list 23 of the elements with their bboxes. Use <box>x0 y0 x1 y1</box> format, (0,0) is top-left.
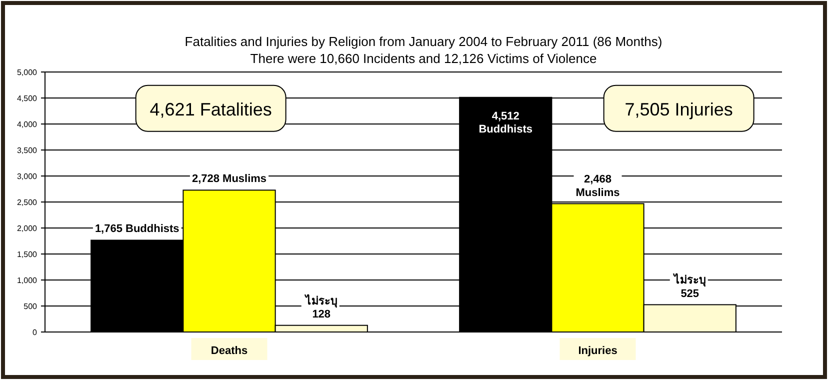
data-label: ไม่ระบุ 128 <box>303 293 338 321</box>
data-label: ไม่ระบุ 525 <box>672 272 706 300</box>
y-tick-label: 3,500 <box>16 146 38 155</box>
annotation: 4,621 Fatalities <box>150 99 272 120</box>
data-label: 2,728 Muslims <box>192 173 267 186</box>
y-tick-label: 3,000 <box>16 172 38 181</box>
data-label: 4,512 Buddhists <box>478 110 533 136</box>
y-tick-label: 0 <box>32 328 38 337</box>
y-tick-label: 4,000 <box>16 120 38 129</box>
x-tick-label: Deaths <box>210 345 248 357</box>
y-tick-label: 2,500 <box>16 198 38 207</box>
chart-title: Fatalities and Injuries by Religion from January 2004 to February 2011 (86 Months) <box>184 34 662 49</box>
y-tick-label: 500 <box>24 302 38 311</box>
annotation: 7,505 Injuries <box>624 99 733 120</box>
y-tick-label: 2,000 <box>16 224 38 233</box>
y-tick-label: 1,500 <box>16 250 38 259</box>
y-tick-label: 4,500 <box>16 94 38 103</box>
chart-subtitle: There were 10,660 Incidents and 12,126 Victims of Violence <box>250 51 597 66</box>
data-label: 1,765 Buddhists <box>94 223 180 236</box>
y-tick-label: 1,000 <box>16 276 38 285</box>
data-label: 2,468 Muslims <box>576 174 620 199</box>
y-tick-label: 5,000 <box>16 68 38 77</box>
x-tick-label: Injuries <box>578 345 618 357</box>
